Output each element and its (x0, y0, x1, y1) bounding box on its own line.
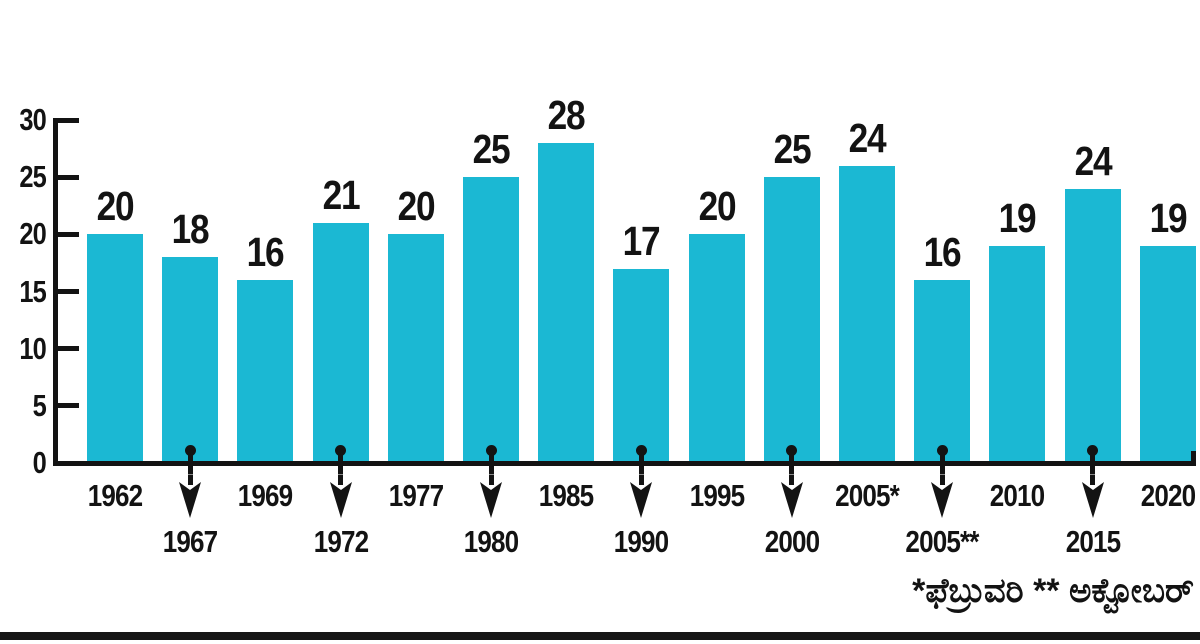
bar-value-label: 28 (547, 91, 586, 138)
bar-value-label: 24 (1074, 137, 1112, 184)
x-tick-label: 2005** (905, 524, 980, 559)
y-tick-label: 25 (19, 159, 46, 195)
x-tick-label: 1985 (538, 478, 594, 513)
bar-value-label: 21 (322, 171, 360, 218)
x-tick-label: 2000 (764, 524, 820, 559)
bar-value-label: 20 (397, 183, 435, 230)
y-tick-label: 20 (19, 216, 46, 252)
bar (1064, 188, 1121, 463)
arrow-line (939, 454, 945, 485)
bar (87, 234, 143, 463)
bar-value-label: 20 (96, 183, 135, 230)
arrow-dot (335, 445, 347, 456)
bar-value-label: 19 (999, 194, 1037, 241)
bar-value-label: 16 (247, 229, 285, 276)
bar (237, 280, 294, 463)
arrow-line (789, 454, 795, 485)
x-tick-label: 1962 (87, 478, 143, 513)
bar-value-label: 24 (848, 114, 887, 161)
bar-value-label: 25 (773, 126, 811, 173)
arrow-dot (936, 445, 948, 456)
arrow-down-icon (1081, 482, 1104, 518)
y-tick-mark (53, 231, 79, 237)
x-tick-label: 1990 (614, 524, 669, 559)
x-tick-label: 2015 (1065, 524, 1120, 559)
bottom-divider (0, 632, 1200, 640)
x-tick-label: 2005* (835, 478, 900, 513)
x-tick-label: 1967 (162, 524, 218, 559)
bar (162, 257, 219, 463)
arrow-dot (786, 445, 798, 456)
bar (613, 268, 670, 463)
bar (387, 234, 444, 463)
bar-value-label: 17 (623, 217, 661, 264)
arrow-line (1090, 454, 1096, 485)
bar-value-label: 19 (1149, 194, 1187, 241)
bar (989, 245, 1046, 463)
bar (538, 142, 595, 463)
arrow-down-icon (780, 482, 803, 518)
bar (688, 234, 745, 463)
bar (839, 165, 895, 463)
arrow-dot (485, 445, 497, 456)
x-tick-label: 2020 (1140, 478, 1196, 513)
arrow-line (488, 454, 494, 485)
x-tick-label: 1980 (463, 524, 519, 559)
y-tick-label: 5 (32, 387, 47, 423)
x-axis-baseline (53, 451, 1196, 466)
x-tick-label: 1995 (689, 478, 744, 513)
bar (312, 222, 369, 463)
bar (914, 280, 971, 463)
arrow-down-icon (630, 482, 653, 518)
y-tick-label: 15 (19, 273, 46, 309)
arrow-line (638, 454, 644, 485)
y-tick-mark (53, 117, 79, 123)
arrow-line (338, 454, 344, 485)
bar (1139, 245, 1196, 463)
x-tick-label: 1972 (313, 524, 368, 559)
arrow-dot (184, 445, 196, 456)
bar-value-label: 16 (923, 229, 962, 276)
y-tick-label: 30 (19, 102, 46, 137)
arrow-down-icon (329, 482, 352, 518)
arrow-dot (1087, 445, 1099, 456)
bar-value-label: 20 (698, 183, 736, 230)
bar (463, 177, 519, 463)
x-tick-label: 2010 (990, 478, 1045, 513)
y-tick-mark (53, 174, 79, 180)
x-tick-label: 1977 (388, 478, 444, 513)
arrow-line (187, 454, 193, 485)
arrow-dot (635, 445, 647, 456)
y-tick-mark (53, 289, 79, 294)
y-tick-label: 10 (19, 330, 46, 366)
arrow-down-icon (480, 482, 502, 518)
arrow-down-icon (931, 482, 954, 518)
bar-value-label: 25 (472, 126, 511, 173)
y-tick-mark (53, 346, 79, 352)
footnote: *ಫೆಬ್ರುವರಿ ** ಅಕ್ಟೋಬರ್ (912, 572, 1194, 610)
arrow-down-icon (179, 482, 202, 518)
y-tick-mark (53, 403, 79, 409)
x-tick-label: 1969 (238, 478, 293, 513)
bar-value-label: 18 (171, 206, 210, 253)
bar (763, 177, 820, 463)
y-tick-label: 0 (32, 445, 47, 480)
